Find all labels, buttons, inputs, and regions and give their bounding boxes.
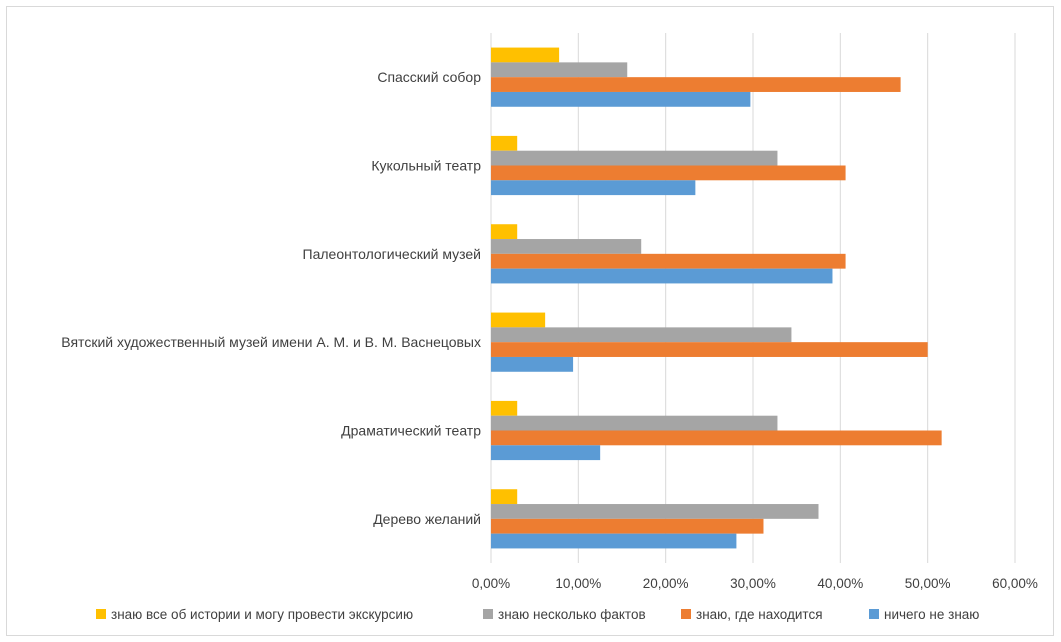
category-label: Спасский собор — [377, 69, 481, 85]
legend-swatch — [96, 609, 106, 619]
x-tick-labels: 0,00% 10,00% 20,00% 30,00% 40,00% 50,00% 60,00… — [472, 576, 1038, 591]
legend-label: знаю, где находится — [696, 607, 823, 622]
legend-label: ничего не знаю — [884, 607, 979, 622]
bar — [491, 253, 846, 269]
bar — [491, 91, 751, 107]
x-tick-label: 10,00% — [555, 576, 601, 591]
bar — [491, 533, 737, 549]
bar — [491, 47, 560, 63]
bar — [491, 312, 546, 328]
legend-label: знаю все об истории и могу провести экск… — [111, 607, 413, 622]
bar — [491, 268, 833, 284]
x-tick-label: 40,00% — [817, 576, 863, 591]
x-tick-label: 60,00% — [992, 576, 1038, 591]
bar — [491, 239, 642, 254]
bar-chart: Спасский собор Кукольный театр Палеонтолог… — [61, 33, 1038, 622]
bar — [491, 356, 574, 372]
bar — [491, 135, 518, 151]
bar — [491, 224, 518, 240]
bar — [491, 150, 778, 166]
legend-swatch — [681, 609, 691, 619]
category-label: Дерево желаний — [373, 511, 481, 527]
x-tick-label: 20,00% — [643, 576, 689, 591]
bar — [491, 165, 846, 181]
bar — [491, 518, 764, 534]
bar — [491, 77, 901, 92]
chart-frame: Спасский собор Кукольный театр Палеонтолог… — [6, 6, 1054, 636]
gridlines — [490, 33, 1016, 563]
legend-label: знаю несколько фактов — [498, 607, 646, 622]
legend-swatch — [483, 609, 493, 619]
category-label: Кукольный театр — [371, 158, 481, 174]
bar — [491, 342, 928, 357]
category-label: Вятский художественный музей имени А. М.… — [61, 334, 481, 350]
bar — [491, 327, 792, 343]
bar — [491, 489, 518, 505]
bar — [491, 415, 778, 431]
bar — [491, 400, 518, 416]
category-label: Драматический театр — [341, 423, 481, 439]
bar — [491, 445, 601, 461]
x-tick-label: 30,00% — [730, 576, 776, 591]
x-tick-label: 50,00% — [905, 576, 951, 591]
legend-swatch — [869, 609, 879, 619]
bar — [491, 62, 628, 78]
x-tick-label: 0,00% — [472, 576, 510, 591]
category-labels: Спасский собор Кукольный театр Палеонтолог… — [61, 69, 481, 527]
legend: знаю все об истории и могу провести экск… — [96, 607, 979, 622]
category-label: Палеонтологический музей — [303, 246, 481, 262]
bar — [491, 180, 696, 196]
bar — [491, 504, 819, 519]
bars — [491, 47, 942, 549]
bar — [491, 430, 942, 446]
